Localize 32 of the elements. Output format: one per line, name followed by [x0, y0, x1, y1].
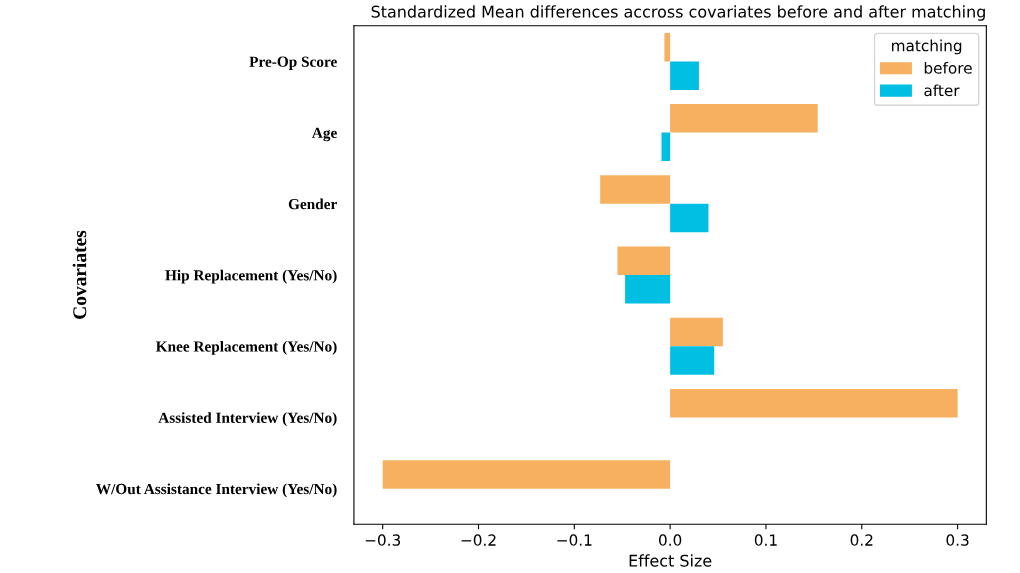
bar — [670, 346, 715, 375]
legend-title: matching — [892, 39, 962, 55]
y-tick-label: Pre-Op Score — [249, 56, 337, 70]
bar — [670, 388, 958, 418]
x-axis-title: Effect Size — [629, 554, 712, 567]
chart-title: Standardized Mean differences accross covariates before and after matching — [371, 5, 985, 21]
x-tick-label: 0.3 — [946, 534, 969, 546]
y-axis-title: Covariates — [72, 230, 87, 319]
legend-label: after — [924, 84, 960, 97]
x-tick-label: 0.0 — [659, 534, 682, 546]
x-tick-label: 0.2 — [850, 534, 873, 546]
y-tick-label: W/Out Assistance Interview (Yes/No) — [96, 483, 337, 498]
bar — [670, 61, 699, 90]
x-tick-label: 0.1 — [754, 534, 777, 546]
y-tick-label: Gender — [288, 198, 337, 210]
x-tick-label: −0.2 — [461, 534, 496, 546]
bar — [382, 460, 671, 489]
bar — [670, 203, 709, 233]
y-tick-label: Assisted Interview (Yes/No) — [158, 412, 337, 427]
bar — [670, 104, 818, 133]
x-tick-label: −0.1 — [557, 534, 592, 546]
y-tick-label: Knee Replacement (Yes/No) — [155, 340, 337, 355]
x-tick-label: −0.3 — [365, 534, 401, 546]
bar — [670, 317, 723, 347]
bar — [664, 32, 671, 62]
y-tick-label: Hip Replacement (Yes/No) — [165, 269, 337, 284]
bar — [661, 132, 671, 162]
bar — [600, 175, 671, 204]
legend-label: before — [924, 61, 972, 74]
y-tick-label: Age — [311, 127, 337, 142]
bar — [617, 246, 671, 276]
bar — [625, 275, 671, 304]
